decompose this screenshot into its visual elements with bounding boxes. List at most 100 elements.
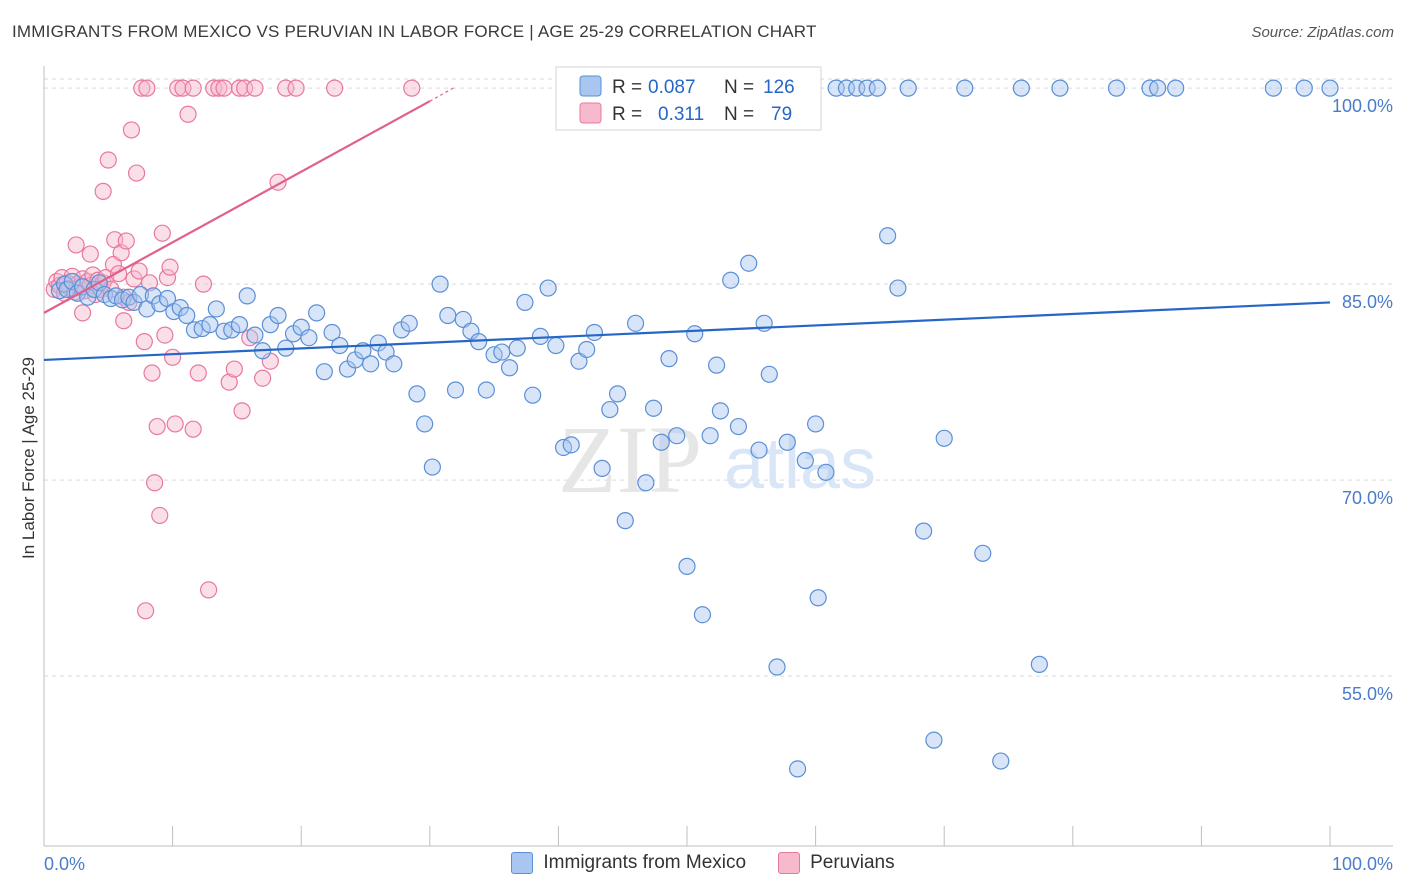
mexico-point-31 [246,326,264,344]
x-tick-label-max: 100.0% [1332,854,1393,874]
mexico-point-80 [626,314,645,332]
mexico-point-41 [323,323,341,342]
y-axis-title: In Labor Force | Age 25-29 [19,357,38,559]
y-tick-labels: 55.0% 70.0% 85.0% 100.0% [1332,96,1393,704]
peruvians-point-44 [153,224,171,242]
peruvians-point-55 [210,79,228,97]
legend-r-value-1: 0.087 [648,77,696,98]
mexico-trend-line [43,301,1331,362]
mexico-point-96 [768,658,786,676]
legend-swatch-pink [579,102,602,124]
watermark-zip: ZIP [558,406,702,513]
peruvians-point-67 [287,79,305,97]
mexico-points [50,79,1339,778]
mexico-point-118 [1051,79,1069,97]
mexico-point-22 [178,306,196,325]
legend-label-peruvians: Peruvians [810,852,895,873]
legend-color-mexico [511,852,534,874]
mexico-point-95 [760,365,778,383]
legend-label-mexico: Immigrants from Mexico [543,852,747,873]
peruvians-point-57 [220,373,238,391]
mexico-point-114 [974,544,992,562]
peruvians-point-70 [161,258,179,276]
mexico-point-81 [637,474,655,492]
peruvians-point-69 [403,79,421,97]
legend-r-label-1: R = [612,77,642,98]
peruvians-point-36 [122,121,141,139]
axes [43,66,1393,847]
mexico-point-66 [516,293,534,312]
mexico-point-39 [308,304,326,322]
peruvians-point-43 [148,417,166,436]
mexico-point-34 [269,306,287,325]
peruvians-point-50 [184,79,202,97]
mexico-point-117 [1030,655,1048,673]
mexico-point-74 [578,340,596,359]
legend-n-label-1: N = [724,77,754,98]
peruvians-point-29 [130,262,148,280]
peruvians-point-37 [127,164,146,182]
mexico-point-115 [992,752,1010,770]
peruvians-point-73 [166,415,184,433]
peruvians-trend-extension [429,86,456,102]
legend-item-peruvians[interactable]: Peruvians [778,852,895,874]
mexico-point-49 [385,355,403,373]
mexico-point-89 [701,427,719,445]
peruvians-point-78 [233,402,251,420]
y-tick-label-55: 55.0% [1342,684,1393,704]
mexico-point-63 [493,343,511,361]
mexico-point-121 [1149,79,1167,97]
peruvians-point-41 [138,79,156,97]
legend-n-label-2: N = [724,104,754,125]
mexico-point-30 [238,287,256,305]
peruvians-point-38 [135,333,153,351]
peruvians-point-40 [133,79,151,97]
peruvians-point-58 [225,360,243,378]
mexico-point-65 [508,339,526,357]
peruvians-point-72 [151,506,169,525]
mexico-point-91 [722,271,740,289]
mexico-point-99 [796,451,814,470]
mexico-point-67 [524,386,542,404]
peruvians-point-53 [200,581,218,599]
legend-r-label-2: R = [612,104,642,125]
peruvians-points [45,79,421,620]
mexico-point-55 [431,275,449,293]
mexico-point-109 [899,79,917,97]
trend-lines [43,86,1331,362]
mexico-point-79 [616,512,634,530]
peruvians-point-68 [326,79,344,97]
mexico-point-82 [644,399,663,417]
mexico-point-75 [585,323,604,342]
mexico-point-116 [1012,79,1030,97]
peruvians-point-56 [215,79,233,97]
mexico-point-108 [889,279,907,297]
peruvians-point-62 [246,79,264,97]
peruvians-point-35 [117,232,135,250]
mexico-point-72 [562,436,580,454]
mexico-point-78 [608,385,627,403]
mexico-point-90 [711,402,730,420]
mexico-point-24 [193,319,211,338]
mexico-point-56 [439,306,457,325]
peruvians-point-20 [67,236,85,254]
mexico-point-61 [477,381,495,399]
stats-legend: R = 0.087 N = 126 R = 0.311 N = 79 [555,66,822,131]
peruvians-point-30 [73,304,92,322]
y-tick-label-100: 100.0% [1332,96,1393,116]
legend-item-mexico[interactable]: Immigrants from Mexico [511,852,746,874]
mexico-point-85 [668,427,686,445]
x-tick-label-min: 0.0% [44,854,85,874]
mexico-point-76 [593,459,611,477]
legend-n-value-1: 126 [763,77,795,98]
peruvians-point-71 [145,474,164,492]
mexico-point-25 [201,316,219,334]
legend-color-peruvians [778,852,801,874]
mexico-point-84 [660,350,678,368]
mexico-point-40 [315,363,333,381]
peruvians-point-52 [194,275,213,293]
mexico-point-122 [1167,79,1185,97]
mexico-point-119 [1107,79,1126,97]
series-legend: Immigrants from Mexico Peruvians [0,852,1406,874]
